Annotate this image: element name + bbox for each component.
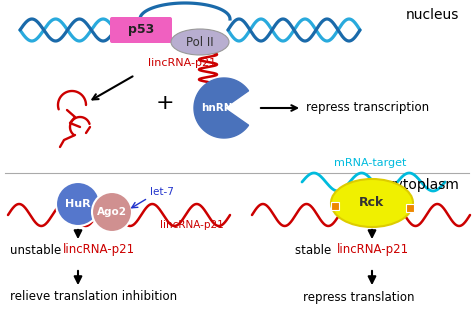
FancyBboxPatch shape	[331, 202, 339, 210]
Text: p53: p53	[128, 23, 154, 37]
Polygon shape	[194, 78, 248, 138]
Text: Ago2: Ago2	[97, 207, 127, 217]
Text: Pol II: Pol II	[186, 36, 214, 49]
Text: +: +	[155, 93, 174, 113]
Text: Rck: Rck	[359, 196, 384, 210]
Text: mRNA-target: mRNA-target	[334, 158, 406, 168]
FancyBboxPatch shape	[110, 17, 172, 43]
Circle shape	[92, 192, 132, 232]
Text: lincRNA-p21: lincRNA-p21	[148, 58, 216, 68]
Text: lincRNA-p21: lincRNA-p21	[337, 244, 409, 256]
Text: HuR: HuR	[65, 199, 91, 209]
Text: stable: stable	[295, 244, 335, 256]
Text: cytoplasm: cytoplasm	[387, 178, 459, 192]
Text: nucleus: nucleus	[406, 8, 459, 22]
Text: unstable: unstable	[10, 244, 65, 256]
Text: repress transcription: repress transcription	[306, 102, 429, 115]
Text: hnRNP-K: hnRNP-K	[201, 103, 253, 113]
FancyBboxPatch shape	[406, 204, 414, 212]
Ellipse shape	[331, 179, 413, 227]
Circle shape	[56, 182, 100, 226]
Text: lincRNA-p21: lincRNA-p21	[63, 244, 135, 256]
Ellipse shape	[171, 29, 229, 55]
Text: repress translation: repress translation	[303, 290, 414, 304]
Text: lincRNA-p21: lincRNA-p21	[160, 220, 224, 230]
Text: let-7: let-7	[150, 187, 174, 197]
Text: relieve translation inhibition: relieve translation inhibition	[10, 290, 177, 304]
